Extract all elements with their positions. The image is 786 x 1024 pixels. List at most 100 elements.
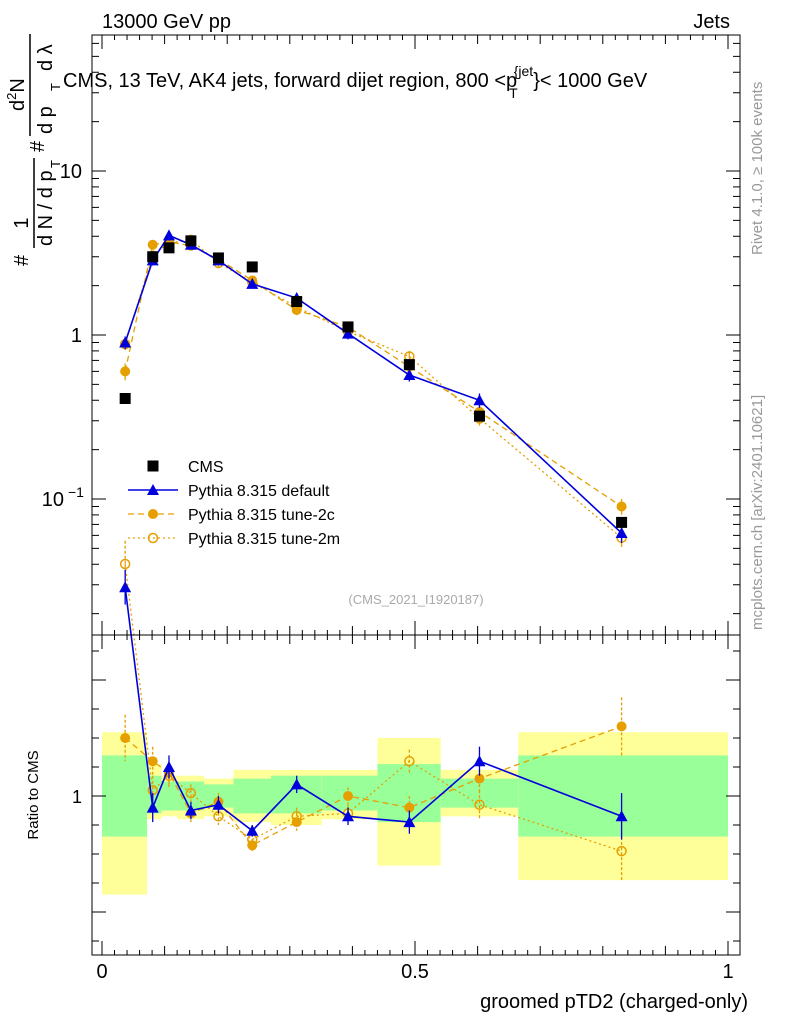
main-title: CMS, 13 TeV, AK4 jets, forward dijet reg… [63,63,648,101]
y-tick-label: 10 [60,161,82,183]
watermark: (CMS_2021_I1920187) [348,592,483,607]
cms-data-point [119,393,131,405]
cms-data-point [616,516,628,528]
xlabel: groomed pTD2 (charged-only) [480,991,748,1013]
ratio-point [474,799,485,810]
x-tick-label: 1 [722,961,733,983]
legend: CMS Pythia 8.315 default Pythia 8.315 tune… [128,459,340,548]
data-point [473,394,486,406]
ratio-point [616,845,627,857]
ratio-point [119,581,132,593]
ylabel-hash: # [11,254,33,266]
legend-marker [147,484,159,495]
main-plot-content [119,229,628,547]
data-point [403,369,416,381]
mcplots-label: mcplots.cern.ch [arXiv:2401.10621] [749,395,766,630]
ylabel-d2: d2N [4,78,29,111]
ylabel-dl: d λ [35,44,57,71]
data-point [120,366,131,377]
ylabel-two: 2 [4,93,19,100]
ratio-point [146,801,159,813]
ratio-point [615,810,628,822]
cms-data-point [212,252,224,264]
ratio-point [404,802,415,813]
cms-data-point [473,410,485,422]
ratio-point [184,804,197,816]
title-sup: {jet [514,63,534,79]
legend-label: Pythia 8.315 default [188,483,330,500]
data-point [162,229,175,241]
ratio-point [185,787,197,799]
ratio-plot-content [119,540,628,881]
y-tick-label-base: 10 [42,489,64,511]
data-point [342,327,355,339]
cms-data-point [342,321,354,333]
ratio-plot-panel: 10 0.5 1 Ratio to CMS groomed pTD2 (charge… [25,540,748,1013]
ratio-point [343,791,354,801]
title-suffix: }< 1000 GeV [533,70,648,92]
ratio-line-tune-2c [124,725,622,847]
header-left: 13000 GeV pp [102,11,231,33]
ratio-bands [102,732,728,895]
uncertainty-band-green [518,755,728,837]
legend-label: CMS [188,459,224,476]
data-point [246,277,259,289]
uncertainty-band-green [233,778,272,814]
cms-data-point [185,235,197,247]
ratio-point [247,840,258,851]
data-point [147,239,158,250]
legend-label: Pythia 8.315 tune-2c [188,507,335,524]
ylabel-t1: T [48,160,63,168]
cms-data-point [147,251,159,263]
ratio-point [212,798,225,810]
ylabel-dn: d N / d p [35,170,57,246]
header-right: Jets [693,11,730,33]
cms-data-point [246,261,258,273]
data-point [615,527,628,539]
ratio-point [119,558,131,570]
ratio-point [474,773,485,784]
ylabel-one: 1 [11,217,33,228]
ratio-axes: 10 0.5 1 [72,635,740,983]
title-sub: T [509,85,518,101]
y-tick-label-exponent: −1 [68,484,84,500]
ratio-point [162,761,175,772]
ratio-point [473,755,486,767]
ratio-point [246,824,259,836]
ratio-point [404,755,415,767]
data-point [616,501,627,512]
uncertainty-band-green [102,755,148,837]
data-point [291,305,302,316]
ratio-ylabel: Ratio to CMS [25,750,42,839]
data-point [119,336,132,348]
ratio-point [120,733,131,743]
y-tick-label: 10 [42,489,64,511]
ratio-point [291,817,302,828]
rivet-label: Rivet 4.1.0, ≥ 100k events [749,82,766,255]
x-tick-label: 0 [96,961,107,983]
ratio-point [616,721,627,732]
uncertainty-band-green [161,781,178,811]
legend-marker [147,460,159,472]
cms-data-point [403,359,415,371]
legend-marker [148,509,158,519]
ratio-point [403,816,416,828]
legend-marker [147,532,159,544]
ylabel-d: d [7,100,29,111]
ylabel-t2: T [48,83,63,91]
ratio-point [290,778,303,790]
ratio-point [147,756,158,767]
ylabel-dp: d p [35,106,57,134]
ylabel-n: N [7,78,29,92]
legend-label: Pythia 8.315 tune-2m [188,531,340,548]
ylabel-hash-2: # [27,140,49,152]
ratio-y-tick-label: 1 [72,787,82,807]
cms-data-point [163,242,175,254]
ratio-point [342,810,355,822]
main-ylabel: # 1 d N / d p T # d2N d p T d λ [4,34,63,266]
ratio-plot-frame [91,634,741,956]
x-tick-label: 0.5 [401,961,429,983]
